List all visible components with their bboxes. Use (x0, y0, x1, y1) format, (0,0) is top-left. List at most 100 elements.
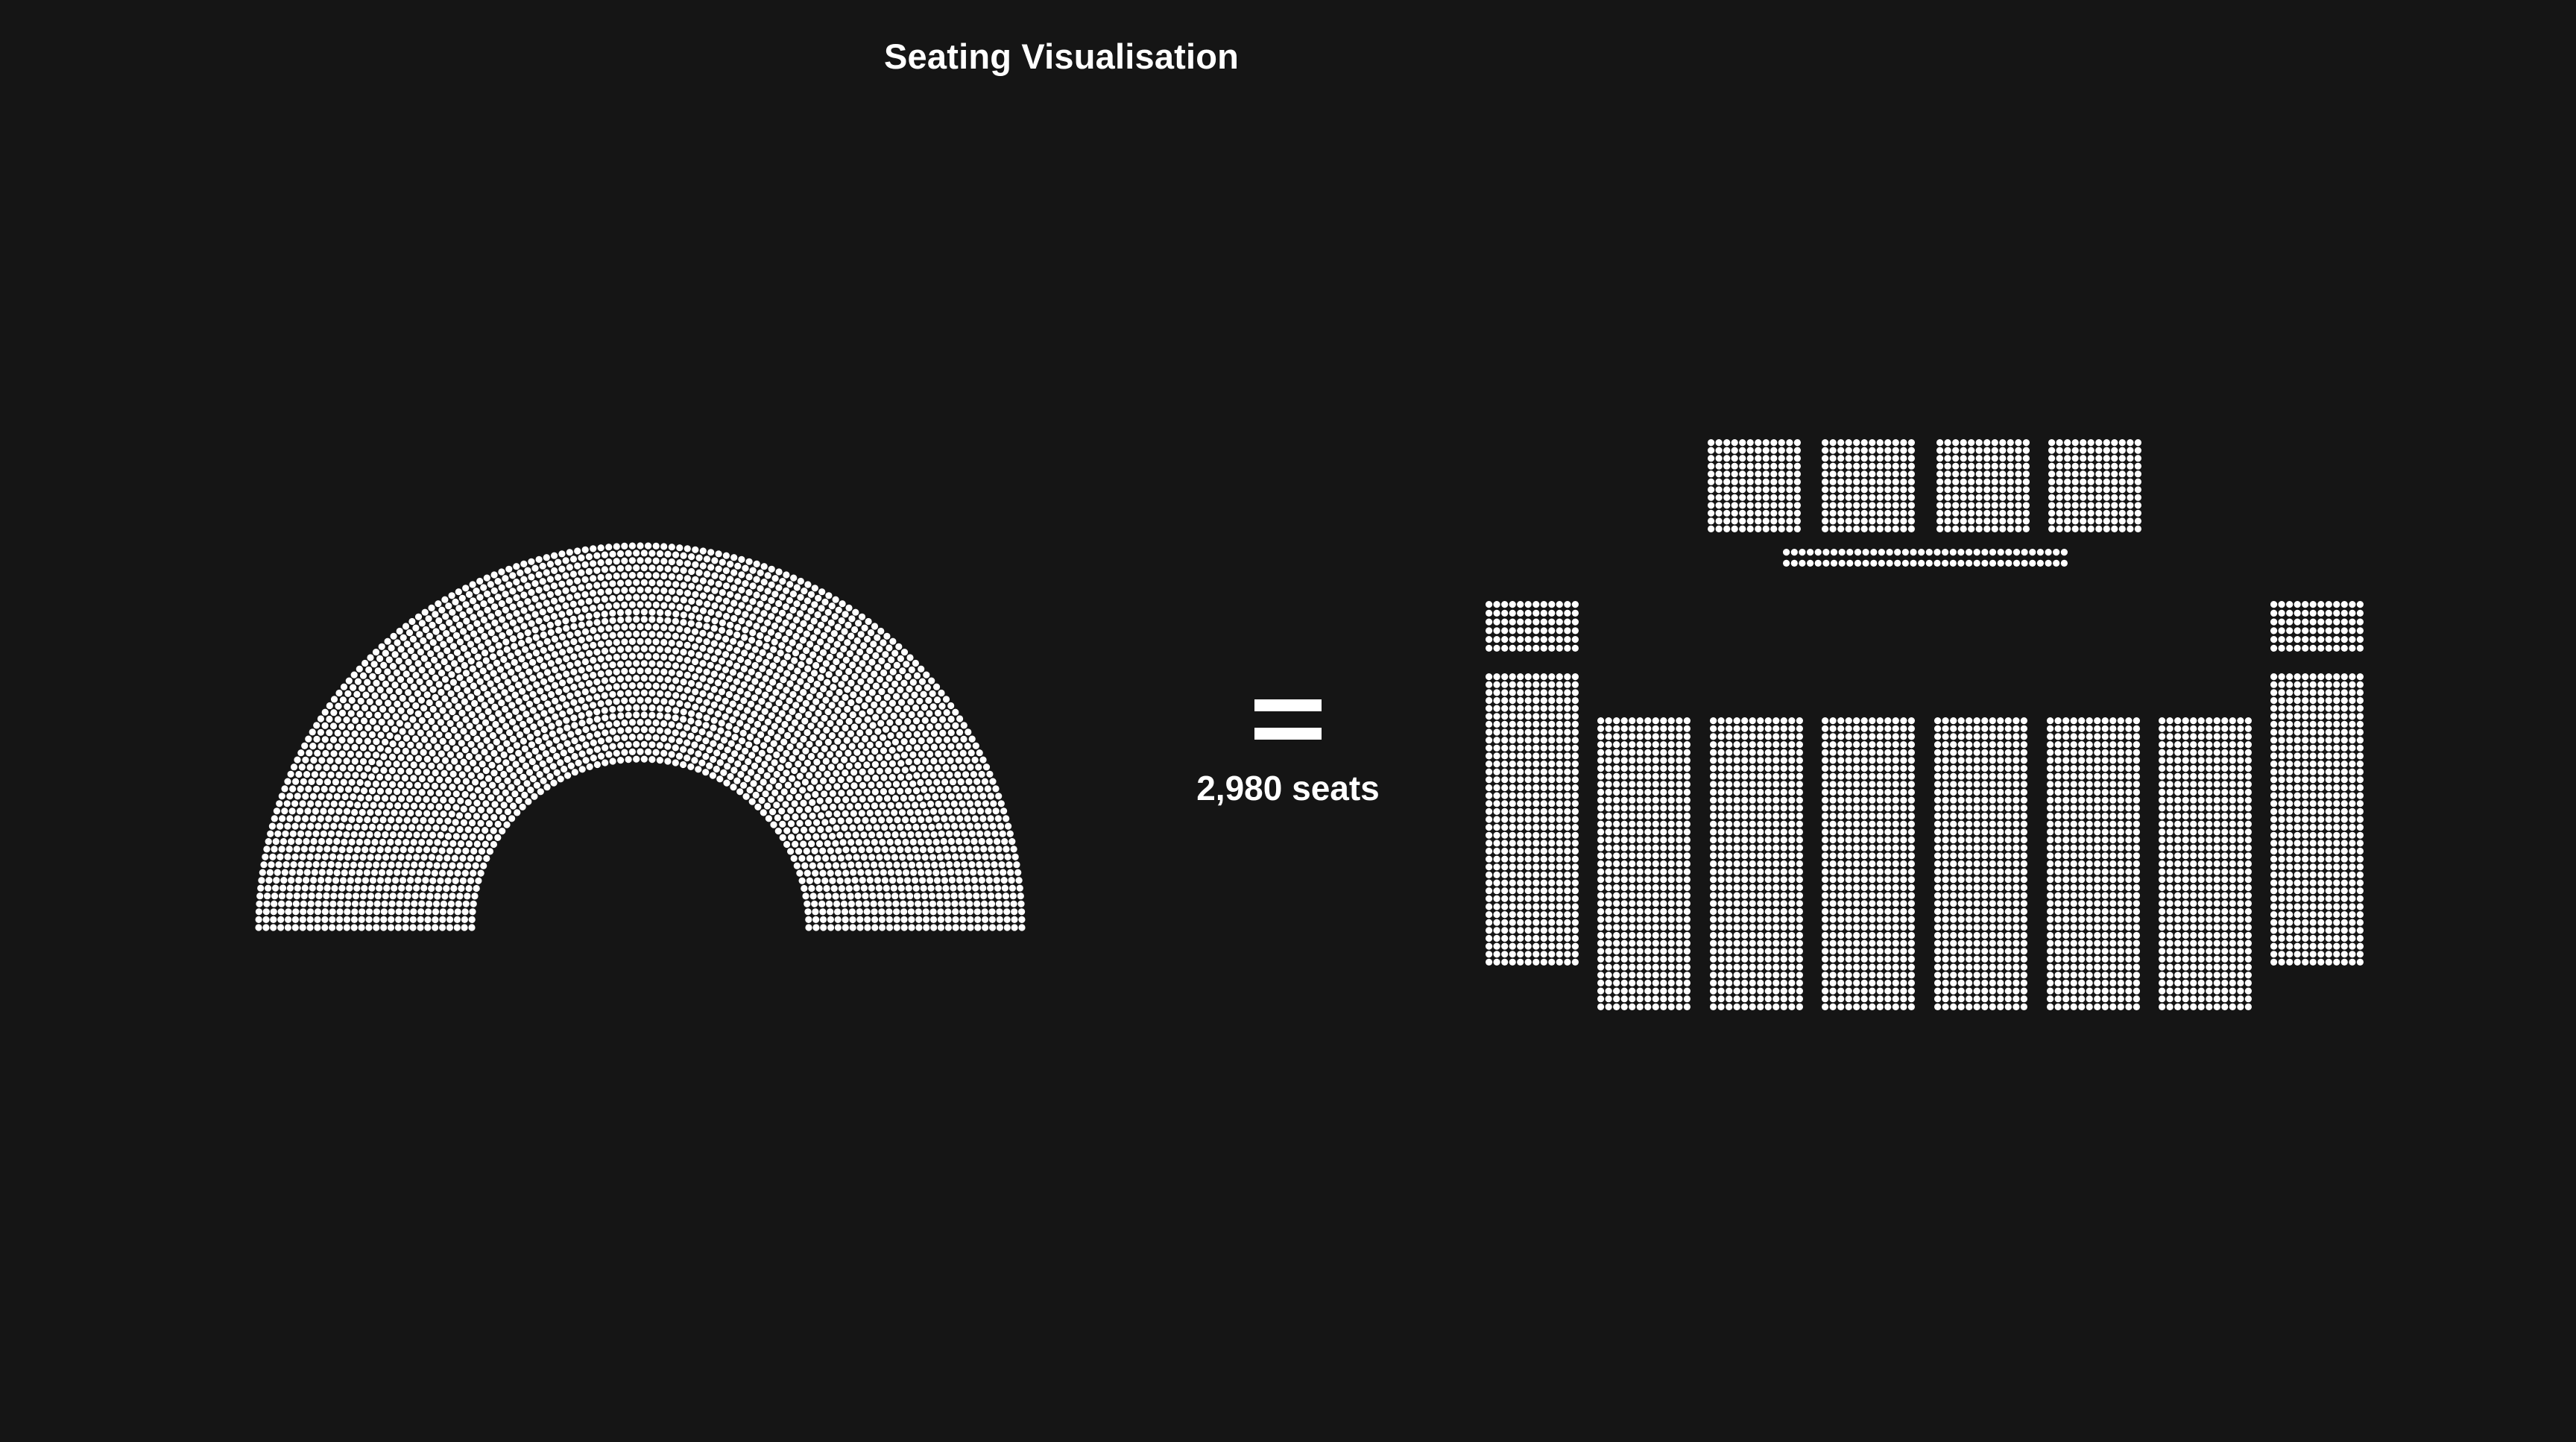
hemicycle-seat (431, 656, 438, 664)
hemicycle-seat (996, 916, 1003, 923)
block-seat (2302, 927, 2309, 934)
block-seat (2333, 863, 2340, 871)
hemicycle-seat (800, 840, 807, 848)
hemicycle-seat (900, 861, 908, 869)
hemicycle-seat (730, 637, 737, 645)
block-seat (2333, 601, 2340, 608)
block-seat (2340, 713, 2348, 720)
hemicycle-seat (938, 861, 946, 869)
hemicycle-seat (593, 761, 602, 769)
block-seat (1860, 494, 1868, 501)
hemicycle-seat (841, 824, 848, 831)
block-seat (2118, 494, 2126, 501)
hemicycle-seat (560, 734, 567, 741)
hemicycle-seat (672, 596, 680, 603)
block-seat (1708, 478, 1715, 485)
hemicycle-seat (900, 738, 908, 746)
block-seat (1571, 934, 1579, 942)
hemicycle-seat (326, 743, 333, 750)
hemicycle-seat (640, 740, 648, 748)
hemicycle-seat (699, 592, 707, 599)
block-seat (2278, 705, 2285, 712)
hemicycle-seat (979, 815, 987, 822)
block-seat (2103, 509, 2110, 517)
block-seat (2333, 768, 2340, 775)
block-seat (1548, 919, 1556, 926)
hemicycle-seat (527, 787, 534, 794)
block-seat (1501, 800, 1509, 807)
hemicycle-seat (668, 654, 675, 662)
hemicycle-seat (602, 714, 609, 722)
block-seat (1524, 831, 1532, 839)
hemicycle-seat (684, 724, 691, 731)
block-seat (2111, 509, 2118, 517)
hemicycle-seat (943, 822, 950, 830)
hemicycle-seat (722, 681, 730, 689)
block-seat (1790, 559, 1798, 567)
hemicycle-seat (338, 722, 346, 730)
hemicycle-seat (461, 916, 469, 923)
hemicycle-seat (815, 884, 823, 892)
hemicycle-seat (585, 567, 593, 576)
hemicycle-seat (502, 591, 509, 598)
hemicycle-seat (773, 655, 780, 664)
hemicycle-seat (581, 628, 590, 635)
hemicycle-seat (863, 839, 871, 846)
hemicycle-seat (613, 668, 620, 676)
hemicycle-seat (509, 735, 517, 743)
block-seat (1991, 439, 1998, 447)
block-seat (2317, 776, 2325, 784)
block-seat (1501, 840, 1509, 847)
block-seat (1739, 439, 1746, 447)
hemicycle-seat (438, 869, 446, 877)
hemicycle-seat (428, 885, 435, 892)
block-seat (1524, 951, 1532, 958)
block-seat (2022, 494, 2030, 501)
block-seat (2278, 816, 2285, 823)
hemicycle-seat (982, 853, 989, 860)
seat-block (1708, 439, 1801, 533)
block-seat (2080, 462, 2087, 470)
hemicycle-seat (893, 661, 900, 669)
hemicycle-seat (637, 667, 644, 675)
hemicycle-seat (976, 749, 983, 757)
hemicycle-seat (389, 740, 397, 748)
hemicycle-seat (664, 580, 672, 588)
block-seat (2302, 934, 2309, 942)
hemicycle-seat (765, 754, 772, 762)
block-seat (2015, 447, 2022, 454)
block-seat (2340, 847, 2348, 855)
hemicycle-seat (524, 629, 531, 637)
hemicycle-seat (332, 815, 340, 822)
hemicycle-seat (680, 761, 687, 769)
hemicycle-seat (397, 892, 404, 900)
hemicycle-seat (425, 743, 432, 750)
hemicycle-seat (857, 869, 865, 876)
block-seat (2095, 478, 2103, 485)
hemicycle-seat (795, 848, 803, 855)
hemicycle-seat (491, 703, 499, 711)
block-seat (2286, 618, 2294, 626)
block-seat (1853, 525, 1860, 533)
block-seat (1708, 486, 1715, 494)
hemicycle-seat (793, 616, 801, 624)
hemicycle-seat (288, 807, 296, 815)
hemicycle-seat (821, 598, 829, 606)
block-seat (2356, 768, 2364, 775)
hemicycle-seat (425, 615, 432, 623)
hemicycle-seat (341, 838, 348, 846)
hemicycle-seat (738, 555, 745, 564)
hemicycle-seat (494, 609, 502, 617)
block-seat (2286, 720, 2294, 728)
hemicycle-seat (722, 666, 730, 674)
hemicycle-seat (880, 774, 888, 781)
hemicycle-seat (684, 590, 692, 597)
hemicycle-seat (441, 658, 448, 666)
hemicycle-seat (609, 690, 616, 699)
hemicycle-seat (558, 565, 566, 573)
hemicycle-seat (435, 885, 443, 892)
hemicycle-seat (751, 678, 759, 685)
block-seat (1829, 502, 1837, 509)
block-seat (1845, 455, 1852, 462)
hemicycle-seat (342, 861, 350, 869)
